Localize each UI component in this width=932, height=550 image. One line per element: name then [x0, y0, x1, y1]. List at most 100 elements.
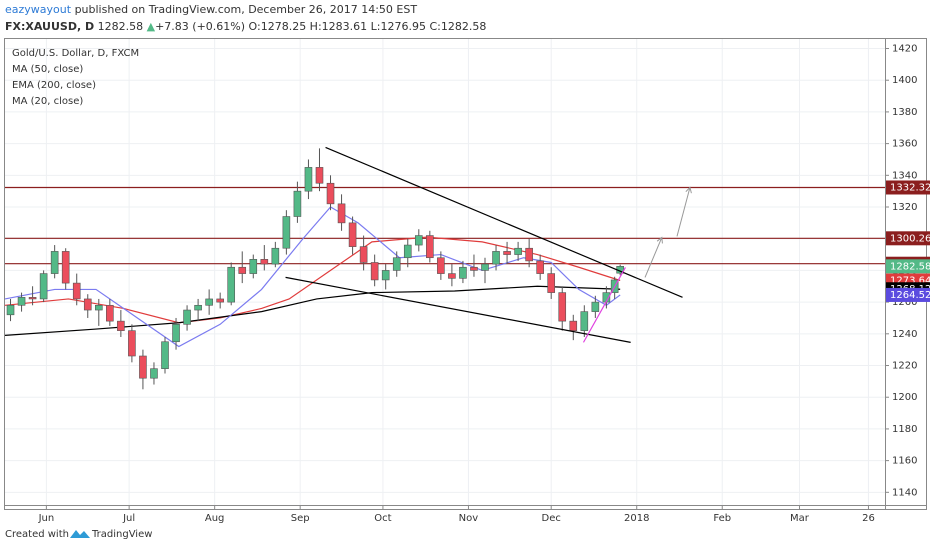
candle-body — [514, 247, 522, 255]
x-tick-label: Aug — [205, 513, 225, 524]
candle-body — [448, 273, 456, 279]
x-tick-label: Dec — [542, 513, 561, 524]
price-label: 1282.58 — [890, 261, 931, 272]
change: +7.83 (+0.61%) — [155, 20, 245, 33]
arrow-head — [656, 236, 663, 244]
author: eazywayout — [5, 3, 72, 16]
x-tick-label: Jun — [38, 513, 55, 524]
x-tick-label: Sep — [291, 513, 310, 524]
candle-body — [61, 251, 70, 284]
candle-body — [50, 251, 59, 274]
y-tick-label: 1240 — [892, 329, 917, 340]
chart-title: Gold/U.S. Dollar, D, FXCM — [12, 48, 139, 59]
candle-body — [205, 298, 213, 306]
candle-body — [348, 222, 357, 247]
candle-body — [392, 257, 401, 271]
y-tick-label: 1420 — [892, 44, 917, 55]
legend-entry: MA (50, close) — [12, 64, 83, 75]
y-tick-label: 1180 — [892, 424, 917, 435]
x-tick-label: Mar — [790, 513, 810, 524]
candle-body — [106, 304, 114, 322]
trendline — [285, 276, 631, 343]
x-tick-label: Feb — [713, 513, 731, 524]
price-label-box — [886, 231, 930, 246]
candle-body — [359, 246, 368, 263]
y-tick-label: 1260 — [892, 297, 917, 308]
candle-body — [381, 270, 390, 281]
x-tick-label: 26 — [862, 513, 875, 524]
candle-body — [580, 311, 589, 331]
plot: 1140116011801200122012401260128013001320… — [4, 39, 917, 524]
candle-body — [547, 273, 556, 293]
y-tick-label: 1200 — [892, 392, 917, 403]
y-tick-label: 1140 — [892, 487, 917, 498]
price-label: 1264.52 — [890, 290, 931, 301]
last: 1282.58 — [98, 20, 144, 33]
candle-body — [139, 355, 147, 379]
candle-body — [39, 273, 48, 300]
candle-body — [94, 304, 103, 311]
candle-body — [260, 259, 269, 265]
symbol-line: FX:XAUUSD, D 1282.58 ▲+7.83 (+0.61%) O:1… — [5, 20, 486, 33]
arrow — [644, 237, 663, 278]
candle-body — [161, 341, 169, 369]
candle-body — [414, 235, 423, 246]
published: published on TradingView.com, December 2… — [75, 3, 418, 16]
candle-body — [72, 282, 81, 300]
y-tick-label: 1360 — [892, 139, 917, 150]
y-tick-label: 1160 — [892, 456, 917, 467]
candle-body — [282, 216, 291, 249]
candle-body — [481, 263, 489, 271]
x-tick-label: 2018 — [624, 513, 649, 524]
candle-body — [6, 304, 15, 316]
candle-body — [315, 167, 324, 184]
arrow: ▲ — [147, 20, 156, 33]
x-tick-label: Nov — [459, 513, 479, 524]
candle-body — [227, 266, 236, 303]
arrow-head — [685, 186, 692, 194]
trendline — [582, 267, 626, 343]
candle-body — [492, 251, 500, 265]
y-tick-label: 1220 — [892, 361, 917, 372]
candle-body — [238, 266, 247, 274]
candle-body — [17, 297, 26, 306]
price-label: 1300.26 — [890, 233, 931, 244]
candle-body — [83, 298, 92, 311]
candle-body — [150, 368, 158, 379]
legend-entry: MA (20, close) — [12, 96, 83, 107]
candle-body — [337, 203, 346, 224]
candle-body — [128, 330, 136, 357]
candle-body — [426, 235, 434, 259]
candle-body — [28, 297, 37, 300]
footer-created: Created with — [5, 529, 69, 540]
arrow — [676, 187, 691, 237]
x-tick-label: Jul — [122, 513, 135, 524]
price-label-box — [886, 180, 930, 195]
candle-body — [470, 266, 478, 271]
x-tick-label: Oct — [374, 513, 391, 524]
y-tick-label: 1340 — [892, 170, 917, 181]
y-tick-label: 1400 — [892, 75, 917, 86]
price-label-box — [886, 287, 930, 302]
symbol: FX:XAUUSD, D — [5, 20, 94, 33]
candle-body — [194, 304, 202, 311]
legend-entry: EMA (200, close) — [12, 80, 96, 91]
candle-body — [536, 260, 544, 274]
candle-body — [558, 292, 567, 322]
candle-body — [293, 190, 302, 217]
logo — [70, 530, 90, 538]
candle-body — [326, 182, 335, 205]
candle-body — [216, 298, 224, 303]
candle-body — [403, 244, 412, 259]
y-tick-label: 1380 — [892, 107, 917, 118]
price-label-box — [886, 259, 930, 274]
header-line: eazywayout published on TradingView.com,… — [5, 3, 417, 16]
candle-body — [591, 301, 600, 312]
price-label: 1273.64 — [890, 275, 931, 286]
footer-brand[interactable]: TradingView — [91, 529, 152, 540]
candle-body — [117, 320, 125, 331]
candle-body — [304, 167, 313, 192]
candle-body — [249, 259, 258, 274]
price-label: 1332.32 — [890, 182, 931, 193]
